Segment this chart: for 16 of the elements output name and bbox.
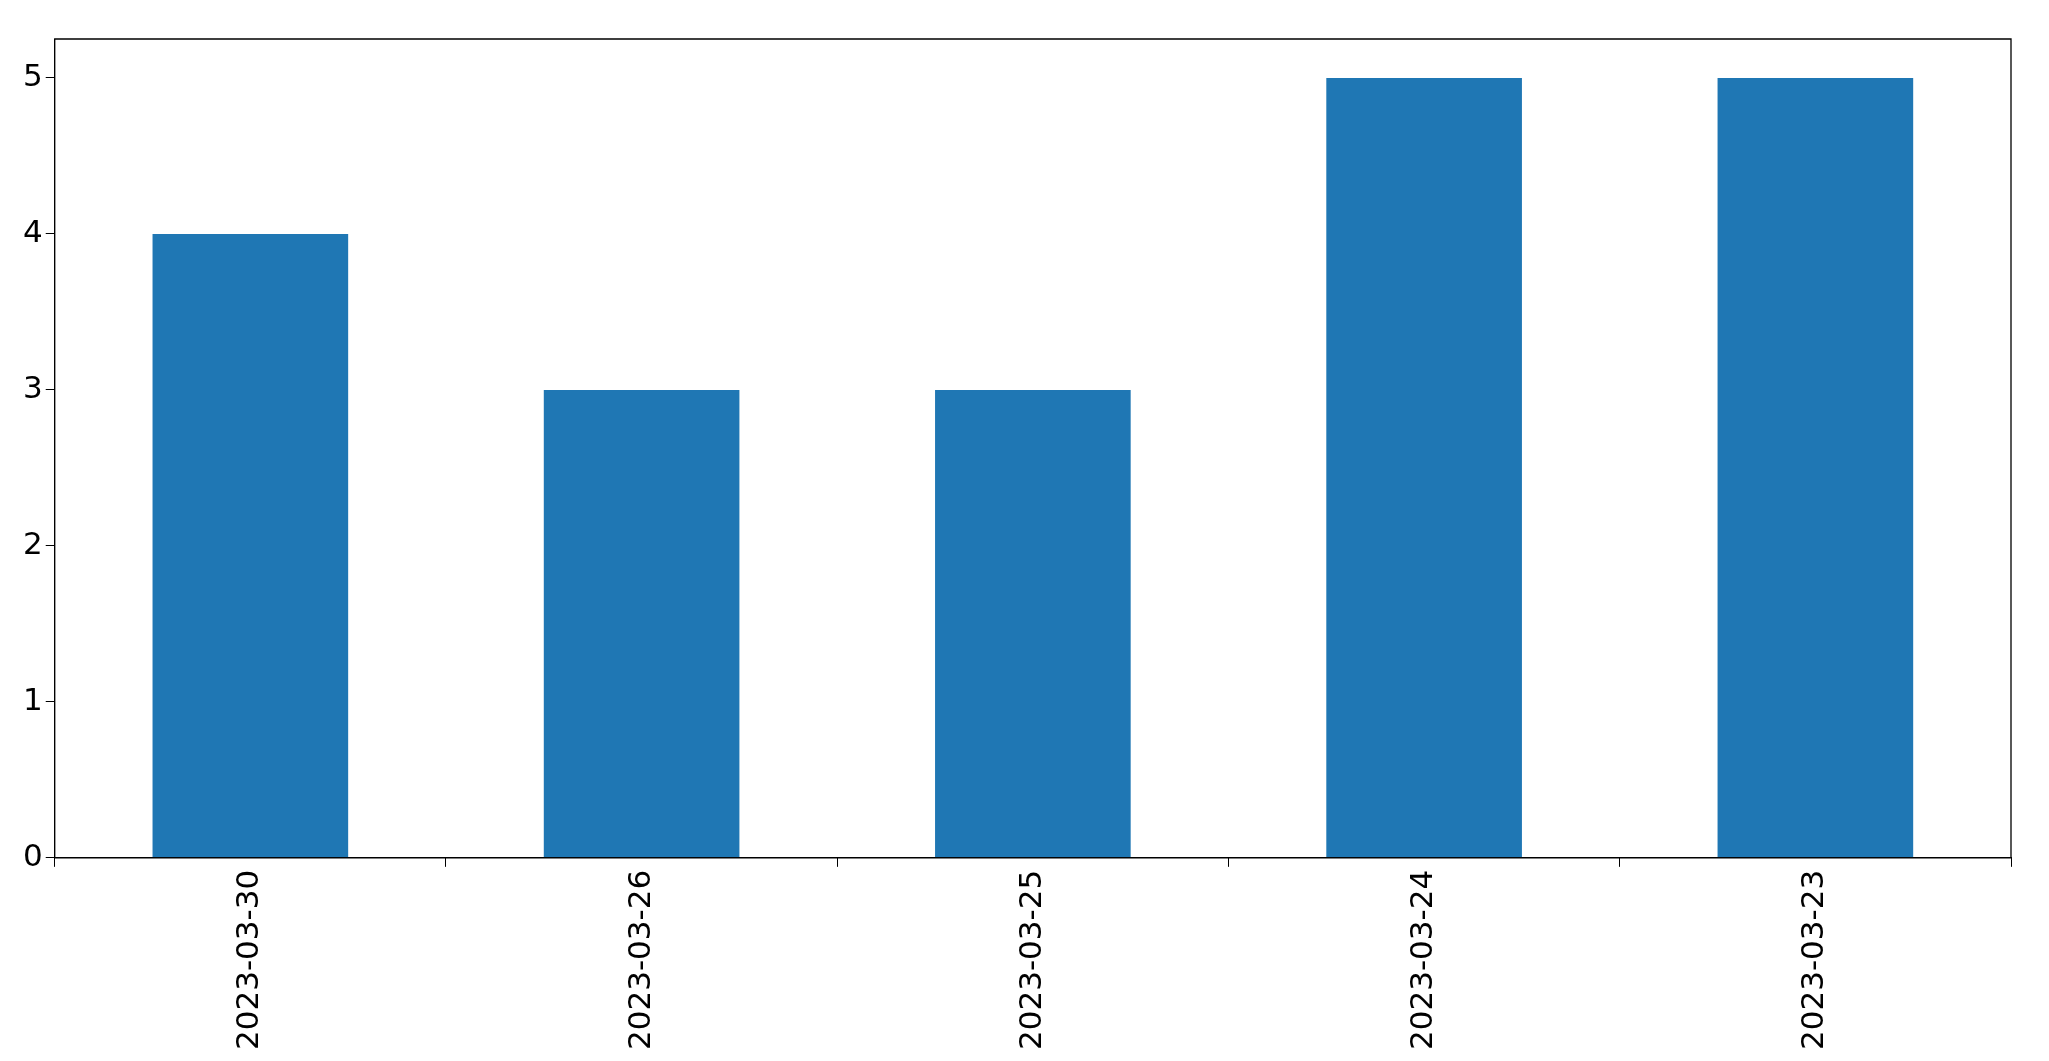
x-tick-label: 2023-03-25 bbox=[1011, 869, 1048, 1051]
bar bbox=[152, 233, 349, 858]
x-tick-label: 2023-03-23 bbox=[1794, 869, 1831, 1051]
bar bbox=[543, 389, 740, 858]
bar bbox=[1326, 77, 1522, 858]
y-tick-label: 3 bbox=[22, 368, 43, 405]
y-tick-label: 0 bbox=[22, 836, 43, 873]
bar bbox=[1717, 77, 1914, 858]
y-tick-label: 2 bbox=[22, 524, 43, 561]
x-tick-label: 2023-03-30 bbox=[229, 869, 266, 1051]
y-tick-label: 1 bbox=[22, 680, 43, 717]
bar bbox=[935, 389, 1131, 858]
y-tick-label: 5 bbox=[22, 57, 43, 94]
x-tick-label: 2023-03-26 bbox=[620, 869, 657, 1051]
y-tick-label: 4 bbox=[22, 213, 43, 250]
x-tick-label: 2023-03-24 bbox=[1403, 869, 1440, 1051]
